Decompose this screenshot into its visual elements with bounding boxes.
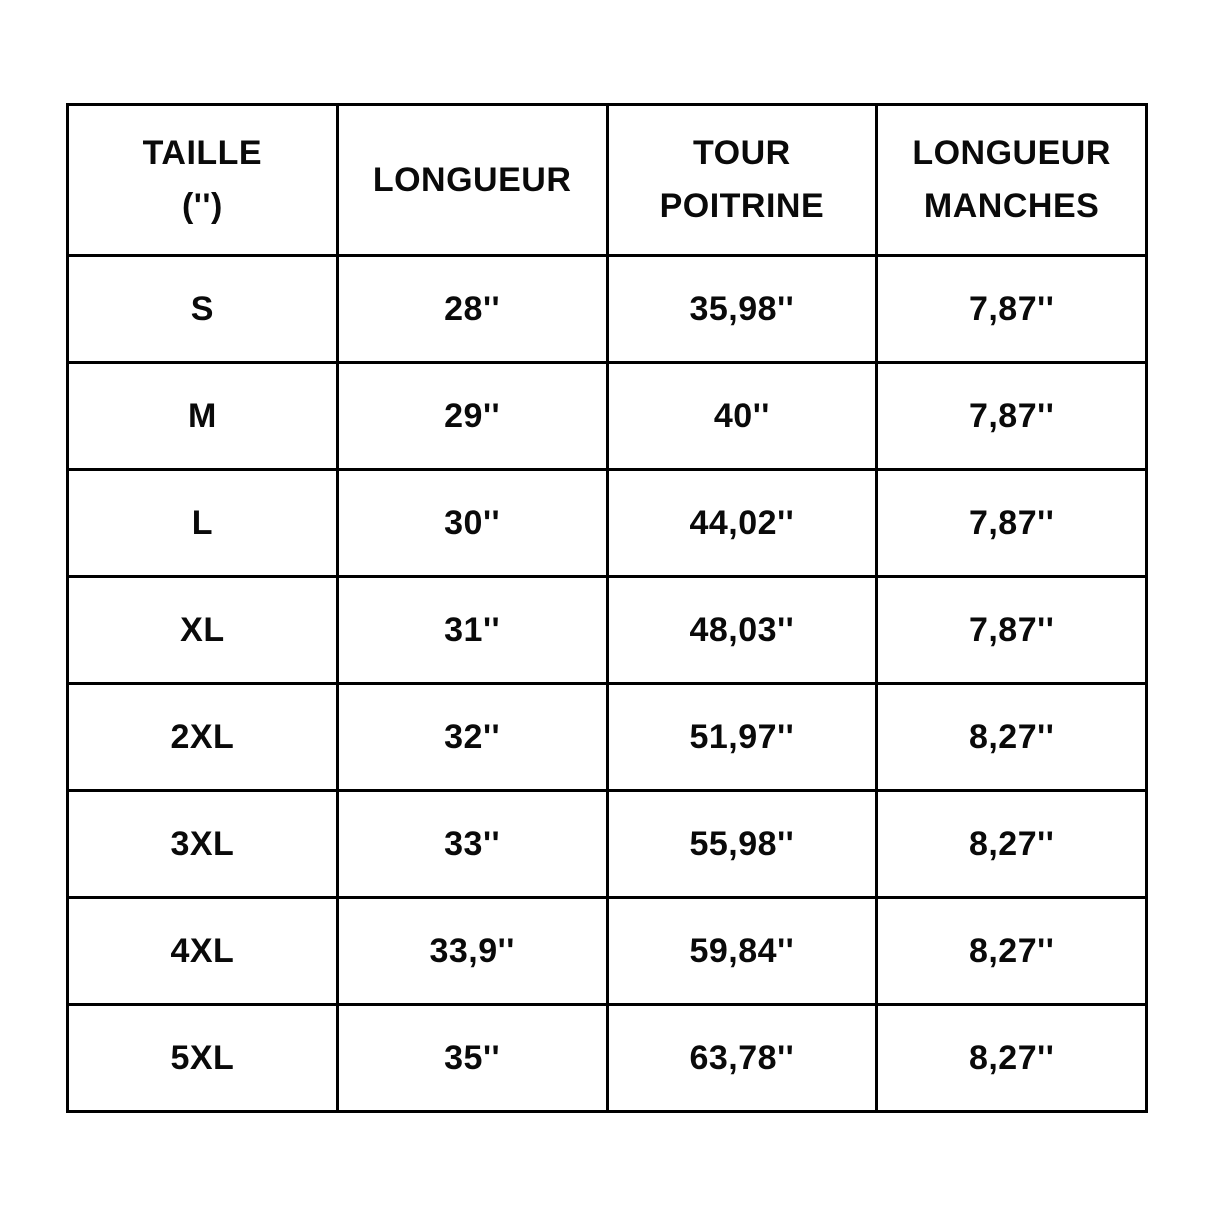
- cell-longueur: 33,9'': [335, 896, 609, 1006]
- cell-longueur-manches: 7,87'': [875, 361, 1148, 471]
- cell-size: 5XL: [66, 1003, 339, 1113]
- cell-tour-poitrine: 51,97'': [605, 682, 879, 792]
- cell-tour-poitrine: 48,03'': [605, 575, 879, 685]
- table-row-4xl: 4XL 33,9'' 59,84'' 8,27'': [66, 896, 1148, 1006]
- table-row-3xl: 3XL 33'' 55,98'' 8,27'': [66, 789, 1148, 899]
- cell-longueur: 33'': [335, 789, 609, 899]
- table-row-5xl: 5XL 35'' 63,78'' 8,27'': [66, 1003, 1148, 1113]
- cell-longueur-manches: 8,27'': [875, 1003, 1148, 1113]
- header-tour-poitrine: TOUR POITRINE: [605, 103, 879, 257]
- cell-tour-poitrine: 63,78'': [605, 1003, 879, 1113]
- cell-longueur-manches: 7,87'': [875, 575, 1148, 685]
- cell-size: L: [66, 468, 339, 578]
- header-taille: TAILLE (''): [66, 103, 339, 257]
- cell-size: XL: [66, 575, 339, 685]
- cell-longueur-manches: 8,27'': [875, 896, 1148, 1006]
- cell-longueur-manches: 7,87'': [875, 468, 1148, 578]
- cell-tour-poitrine: 59,84'': [605, 896, 879, 1006]
- cell-longueur: 35'': [335, 1003, 609, 1113]
- cell-size: M: [66, 361, 339, 471]
- size-chart-table: TAILLE ('') LONGUEUR TOUR POITRINE LONGU…: [66, 103, 1148, 1113]
- table-row-l: L 30'' 44,02'' 7,87'': [66, 468, 1148, 578]
- cell-tour-poitrine: 40'': [605, 361, 879, 471]
- cell-longueur: 28'': [335, 254, 609, 364]
- cell-tour-poitrine: 55,98'': [605, 789, 879, 899]
- cell-size: 2XL: [66, 682, 339, 792]
- table-row-s: S 28'' 35,98'' 7,87'': [66, 254, 1148, 364]
- cell-longueur: 32'': [335, 682, 609, 792]
- cell-longueur-manches: 8,27'': [875, 682, 1148, 792]
- table-row-m: M 29'' 40'' 7,87'': [66, 361, 1148, 471]
- cell-longueur: 30'': [335, 468, 609, 578]
- cell-longueur: 31'': [335, 575, 609, 685]
- cell-tour-poitrine: 35,98'': [605, 254, 879, 364]
- cell-longueur: 29'': [335, 361, 609, 471]
- table-body: S 28'' 35,98'' 7,87'' M 29'' 40'' 7,87''…: [66, 254, 1148, 1113]
- cell-tour-poitrine: 44,02'': [605, 468, 879, 578]
- cell-size: 4XL: [66, 896, 339, 1006]
- table-row-xl: XL 31'' 48,03'' 7,87'': [66, 575, 1148, 685]
- cell-size: 3XL: [66, 789, 339, 899]
- cell-longueur-manches: 8,27'': [875, 789, 1148, 899]
- header-longueur: LONGUEUR: [335, 103, 609, 257]
- header-longueur-manches: LONGUEUR MANCHES: [875, 103, 1148, 257]
- header-row: TAILLE ('') LONGUEUR TOUR POITRINE LONGU…: [66, 103, 1148, 257]
- table-header: TAILLE ('') LONGUEUR TOUR POITRINE LONGU…: [66, 103, 1148, 257]
- cell-size: S: [66, 254, 339, 364]
- table-row-2xl: 2XL 32'' 51,97'' 8,27'': [66, 682, 1148, 792]
- cell-longueur-manches: 7,87'': [875, 254, 1148, 364]
